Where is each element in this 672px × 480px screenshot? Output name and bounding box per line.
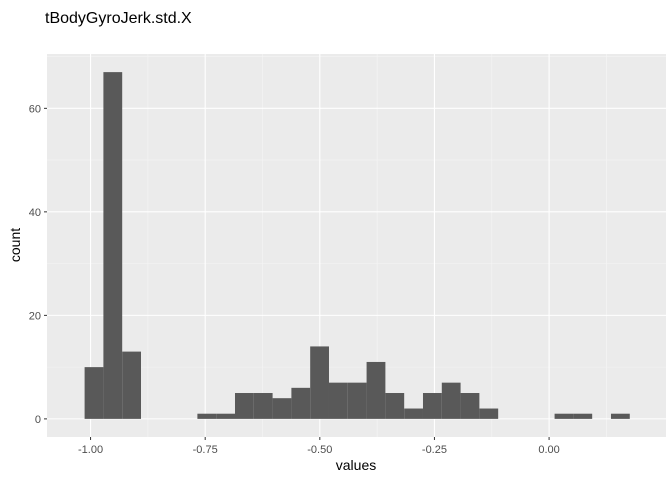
x-tick-label: -0.25 — [422, 444, 447, 456]
histogram-bar — [291, 387, 311, 419]
plot-panel — [47, 54, 666, 437]
x-axis: -1.00 -0.75 -0.50 -0.25 0.00 — [78, 437, 560, 456]
y-tick-label: 0 — [35, 414, 41, 426]
histogram-bar — [347, 382, 367, 419]
chart-title: tBodyGyroJerk.std.X — [45, 10, 192, 27]
histogram-bar — [404, 408, 423, 419]
histogram-bar — [554, 413, 574, 419]
histogram-bar — [103, 72, 123, 419]
histogram-bar — [310, 346, 329, 419]
histogram-bar — [197, 413, 217, 419]
y-tick-label: 20 — [29, 310, 41, 322]
y-axis-title: count — [7, 228, 23, 262]
histogram-bar — [479, 408, 499, 419]
histogram-bars — [84, 72, 630, 419]
histogram-bar — [234, 393, 254, 419]
y-tick-label: 60 — [29, 103, 41, 115]
minor-gridlines — [47, 54, 666, 437]
histogram-bar — [272, 398, 292, 419]
histogram-bar — [385, 393, 405, 419]
x-tick-label: -1.00 — [78, 444, 103, 456]
histogram-bar — [460, 393, 480, 419]
histogram-bar — [441, 382, 461, 419]
histogram-bar — [84, 367, 104, 419]
histogram-bar — [610, 413, 630, 419]
histogram-bar — [573, 413, 593, 419]
x-tick-label: -0.75 — [193, 444, 218, 456]
x-tick-label: -0.50 — [307, 444, 332, 456]
histogram-bar — [122, 351, 141, 419]
histogram-bar — [422, 393, 442, 419]
y-axis: 0 20 40 60 — [29, 103, 47, 426]
x-tick-label: 0.00 — [538, 444, 559, 456]
x-axis-title: values — [336, 457, 376, 473]
histogram-bar — [216, 413, 235, 419]
histogram-bar — [328, 382, 348, 419]
histogram-bar — [253, 393, 273, 419]
histogram-bar — [366, 361, 386, 419]
y-tick-label: 40 — [29, 207, 41, 219]
